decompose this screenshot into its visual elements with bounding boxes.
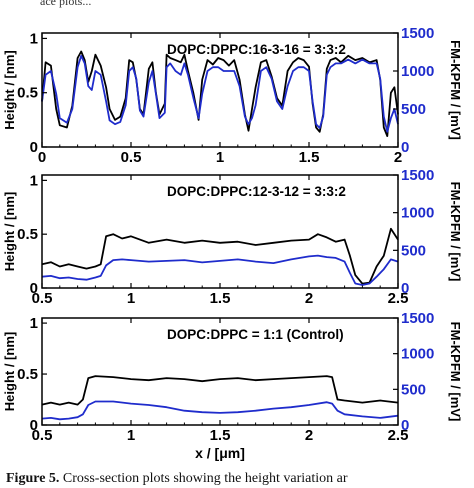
panel-2-y2-tick-label: 1500 <box>401 167 434 184</box>
panel-1-x-tick-label: 2 <box>394 149 402 166</box>
panel-3-x-tick-label: 1.5 <box>210 427 231 444</box>
panel-2-x-tick-label: 0.5 <box>32 290 53 307</box>
panel-1-y2-tick-label: 0 <box>401 139 409 156</box>
panel-2-y-axis-label: Height / [nm] <box>2 192 17 271</box>
panel-2-x-tick-label: 1 <box>127 290 135 307</box>
panel-2-x-tick-label: 1.5 <box>210 290 231 307</box>
panel-1-x-tick-label: 1 <box>216 149 224 166</box>
panel-3-x-tick-label: 2.5 <box>388 427 409 444</box>
panel-3-y2-tick-label: 500 <box>401 381 426 398</box>
panel-1-y-tick-label: 0 <box>30 139 38 156</box>
panel-2-y-tick-label: 1 <box>30 172 38 189</box>
panel-3-height-line <box>41 375 399 406</box>
panel-3-y2-tick-label: 0 <box>401 417 409 434</box>
panel-2-height-line <box>41 227 399 285</box>
panel-2-y-tick-label: 0 <box>30 280 38 297</box>
panel-3-kpfm-line <box>41 400 399 421</box>
panel-3-x-axis-label: x / [μm] <box>195 445 245 461</box>
panel-1-y2-tick-label: 1000 <box>401 63 434 80</box>
panel-1-chart-title: DOPC:DPPC:16-3-16 = 3:3:2 <box>167 42 346 57</box>
panel-1-y-tick-label: 1 <box>30 30 38 47</box>
panel-1-y2-axis-label: FM-KPFM / [mV] <box>448 40 463 140</box>
panel-2-x-tick-label: 2.5 <box>388 290 409 307</box>
panel-2-y2-tick-label: 0 <box>401 280 409 297</box>
panel-1-y2-tick-label: 500 <box>401 101 426 118</box>
panel-1-y2-tick-label: 1500 <box>401 25 434 42</box>
caption-text: Cross-section plots showing the height v… <box>62 471 348 486</box>
panel-1-y-axis-label: Height / [nm] <box>2 50 17 129</box>
caption-label: Figure 5. <box>6 471 60 486</box>
panel-2-y2-axis-label: FM-KPFM / [mV] <box>448 182 463 282</box>
panel-2-kpfm-line <box>41 254 399 286</box>
panel-2-y2-tick-label: 500 <box>401 242 426 259</box>
panel-3-y-axis-label: Height / [nm] <box>2 332 17 411</box>
panel-1-y-tick-label: 0.5 <box>17 85 38 102</box>
panel-2-chart-title: DOPC:DPPC:12-3-12 = 3:3:2 <box>167 184 346 199</box>
panel-3-y-tick-label: 0 <box>30 417 38 434</box>
panel-3-x-tick-label: 2 <box>305 427 313 444</box>
panel-1-x-tick-label: 0 <box>38 149 46 166</box>
panel-3-x-tick-label: 1 <box>127 427 135 444</box>
panel-1-kpfm-line <box>41 54 399 133</box>
panel-3-y2-tick-label: 1500 <box>401 310 434 327</box>
panel-1-x-tick-label: 1.5 <box>299 149 320 166</box>
panel-2-y-tick-label: 0.5 <box>17 226 38 243</box>
panel-1-x-tick-label: 0.5 <box>121 149 142 166</box>
panel-3-y2-tick-label: 1000 <box>401 346 434 363</box>
panel-3-y2-axis-label: FM-KPFM / [mV] <box>448 322 463 422</box>
panel-2-x-tick-label: 2 <box>305 290 313 307</box>
panel-3-y-tick-label: 1 <box>30 315 38 332</box>
panel-3-x-tick-label: 0.5 <box>32 427 53 444</box>
panel-2-y2-tick-label: 1000 <box>401 205 434 222</box>
figure-caption: Figure 5. Cross-section plots showing th… <box>6 471 474 488</box>
panel-3-chart-title: DOPC:DPPC = 1:1 (Control) <box>167 327 344 342</box>
panel-1-height-line <box>41 50 399 138</box>
header-fragment: ace plots... <box>40 0 92 8</box>
panel-3-y-tick-label: 0.5 <box>17 366 38 383</box>
